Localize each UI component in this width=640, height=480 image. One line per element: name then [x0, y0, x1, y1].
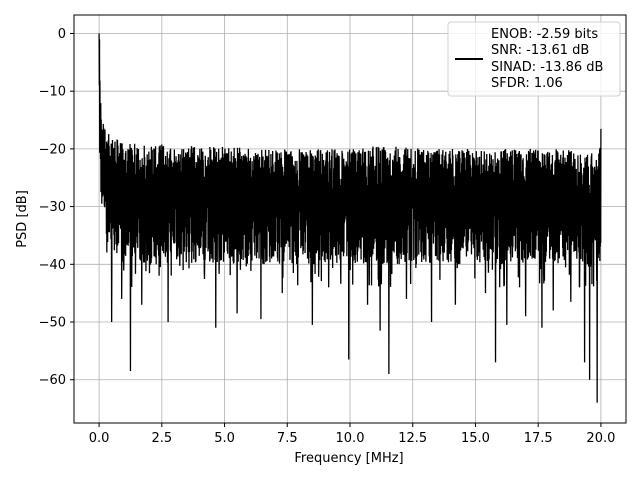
y-axis-label: PSD [dB] — [15, 190, 30, 248]
x-axis-label: Frequency [MHz] — [294, 451, 403, 466]
y-tick-label: −50 — [39, 316, 66, 331]
legend-box — [447, 21, 621, 97]
x-tick-label: 15.0 — [461, 431, 490, 446]
legend: ENOB: -2.59 bits SNR: -13.61 dB SINAD: -… — [447, 21, 621, 97]
plot-area — [98, 33, 602, 403]
x-tick-label: 12.5 — [398, 431, 427, 446]
y-tick-label: −30 — [39, 200, 66, 215]
y-tick-label: −40 — [39, 258, 66, 273]
x-tick-label: 10.0 — [336, 431, 365, 446]
legend-enob: ENOB: -2.59 bits — [491, 27, 598, 42]
y-axis: 0 −10 −20 −30 −40 −50 −60 — [39, 27, 74, 388]
x-tick-label: 0.0 — [89, 431, 110, 446]
y-tick-label: −60 — [39, 373, 66, 388]
legend-snr: SNR: -13.61 dB — [491, 43, 589, 58]
legend-sinad: SINAD: -13.86 dB — [491, 60, 603, 75]
y-tick-label: −20 — [39, 142, 66, 157]
psd-trace-line — [98, 33, 602, 403]
x-tick-label: 17.5 — [524, 431, 553, 446]
x-axis: 0.0 2.5 5.0 7.5 10.0 12.5 15.0 17.5 20.0 — [89, 423, 615, 446]
legend-sfdr: SFDR: 1.06 — [491, 76, 563, 91]
y-tick-label: −10 — [39, 85, 66, 100]
x-tick-label: 7.5 — [277, 431, 298, 446]
x-tick-label: 5.0 — [214, 431, 235, 446]
x-tick-label: 2.5 — [151, 431, 172, 446]
x-tick-label: 20.0 — [586, 431, 615, 446]
y-tick-label: 0 — [58, 27, 66, 42]
